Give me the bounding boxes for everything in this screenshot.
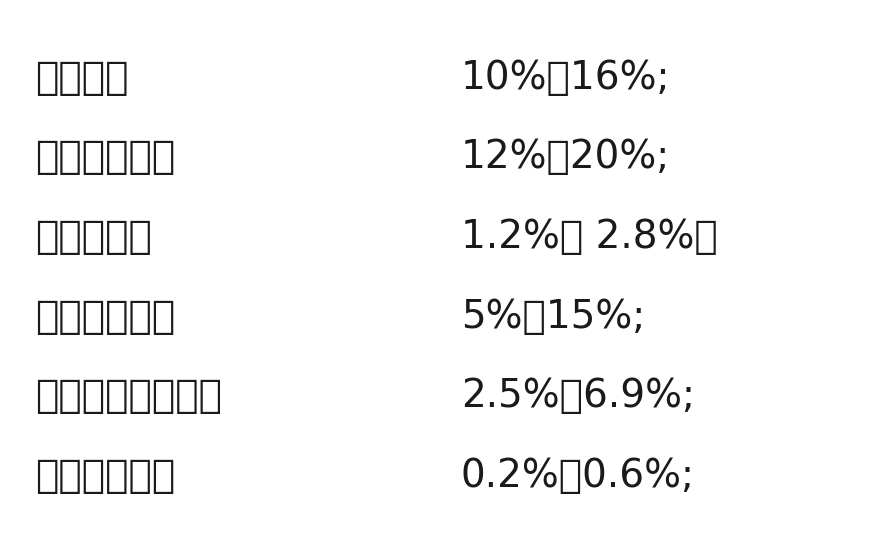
Text: 乙稀基正丁醚: 乙稀基正丁醚 xyxy=(35,298,175,336)
Text: 有机醇胺: 有机醇胺 xyxy=(35,59,129,97)
Text: 5%～15%;: 5%～15%; xyxy=(461,298,645,336)
Text: 1.2%～ 2.8%；: 1.2%～ 2.8%； xyxy=(461,218,718,256)
Text: 非质子性溶剂: 非质子性溶剂 xyxy=(35,457,175,495)
Text: 10%～16%;: 10%～16%; xyxy=(461,59,670,97)
Text: 0.2%～0.6%;: 0.2%～0.6%; xyxy=(461,457,695,495)
Text: 酯基季铵氢氧化物: 酯基季铵氢氧化物 xyxy=(35,377,222,415)
Text: 邻氟苯甲酸: 邻氟苯甲酸 xyxy=(35,218,152,256)
Text: 12%～20%;: 12%～20%; xyxy=(461,138,670,176)
Text: 2.5%～6.9%;: 2.5%～6.9%; xyxy=(461,377,695,415)
Text: 三乙醇胺溶液: 三乙醇胺溶液 xyxy=(35,138,175,176)
